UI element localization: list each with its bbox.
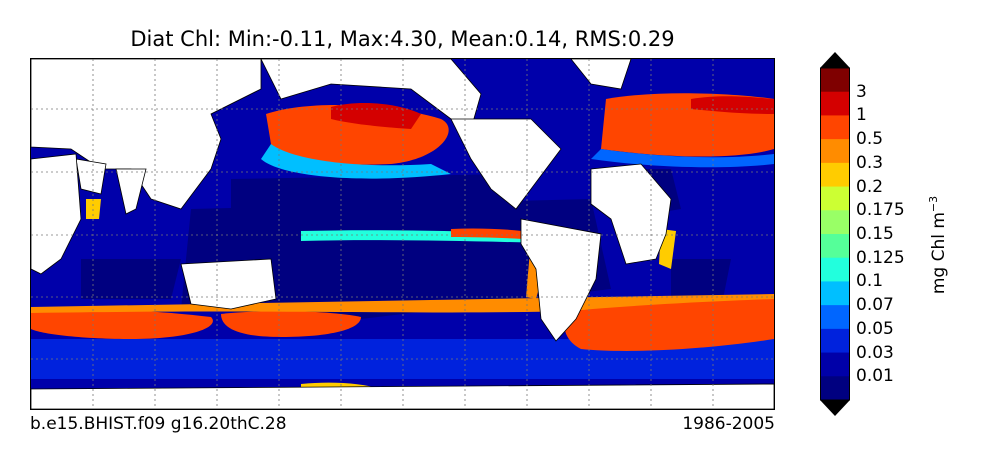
africa-east-land (31, 153, 82, 275)
time-period: 1986-2005 (682, 414, 775, 434)
southern-pacific-bloom (221, 311, 361, 337)
colorbar-segment (820, 376, 850, 401)
colorbar-extend-min (820, 400, 850, 416)
south-pacific-gyre (181, 199, 611, 319)
map-panel (30, 58, 775, 410)
colorbar-tick-label: 0.1 (856, 271, 884, 292)
colorbar-segment (820, 328, 850, 354)
colorbar-tick-label: 3 (856, 81, 867, 102)
case-name: b.e15.BHIST.f09 g16.20thC.28 (30, 414, 287, 434)
colorbar-tick-label: 0.01 (856, 366, 894, 387)
north-atlantic-high (691, 96, 774, 114)
north-pacific-high (331, 103, 421, 129)
colorbar-tick-label: 0.15 (856, 224, 894, 244)
north-atlantic-margin (591, 149, 774, 168)
colorbar-tick-label: 0.5 (856, 129, 884, 150)
colorbar-tick-label: 0.125 (856, 247, 905, 268)
india-land (115, 168, 147, 215)
colorbar-segment (820, 139, 850, 164)
australia-land (180, 258, 277, 310)
arabian-upwelling (86, 199, 101, 219)
southern-indian-bloom (31, 308, 213, 339)
colorbar-segment (820, 115, 850, 140)
colorbar-segment (820, 352, 850, 377)
colorbar (820, 52, 850, 416)
chlorophyll-map (31, 59, 774, 409)
colorbar-tick-label: 0.175 (856, 200, 905, 221)
south-america-land (520, 218, 602, 342)
colorbar-extend-max (820, 52, 850, 68)
colorbar-tick-label: 1 (856, 105, 867, 126)
colorbar-segment (820, 162, 850, 188)
eurasia-land (31, 59, 262, 210)
graticule (31, 59, 774, 409)
colorbar-tick-label: 0.07 (856, 295, 894, 316)
colorbar-segment (820, 257, 850, 282)
colorbar-segment (820, 281, 850, 306)
north-america-south-land (450, 118, 562, 210)
colorbar-unit-label: mg Chl m−3 (927, 195, 949, 295)
colorbar-tick-label: 0.2 (856, 176, 884, 197)
colorbar-segment (820, 234, 850, 259)
greenland-land (570, 59, 632, 90)
southern-atlantic-bloom (564, 297, 774, 351)
north-pacific-gyre (231, 174, 511, 224)
colorbar-segment (820, 91, 850, 116)
colorbar-tick-label: 0.3 (856, 152, 884, 173)
colorbar-segment (820, 186, 850, 211)
indian-ocean-gyre (81, 259, 181, 299)
figure-title: Diat Chl: Min:-0.11, Max:4.30, Mean:0.14… (130, 27, 675, 51)
colorbar-segment (820, 210, 850, 235)
arabia-land (75, 158, 107, 195)
colorbar-segment (820, 68, 850, 93)
subantarctic-front (31, 294, 774, 313)
colorbar-tick-label: 0.05 (856, 318, 894, 339)
colorbar-tick-label: 0.03 (856, 342, 894, 363)
colorbar-segment (820, 305, 850, 330)
north-pacific-margin (261, 144, 451, 179)
